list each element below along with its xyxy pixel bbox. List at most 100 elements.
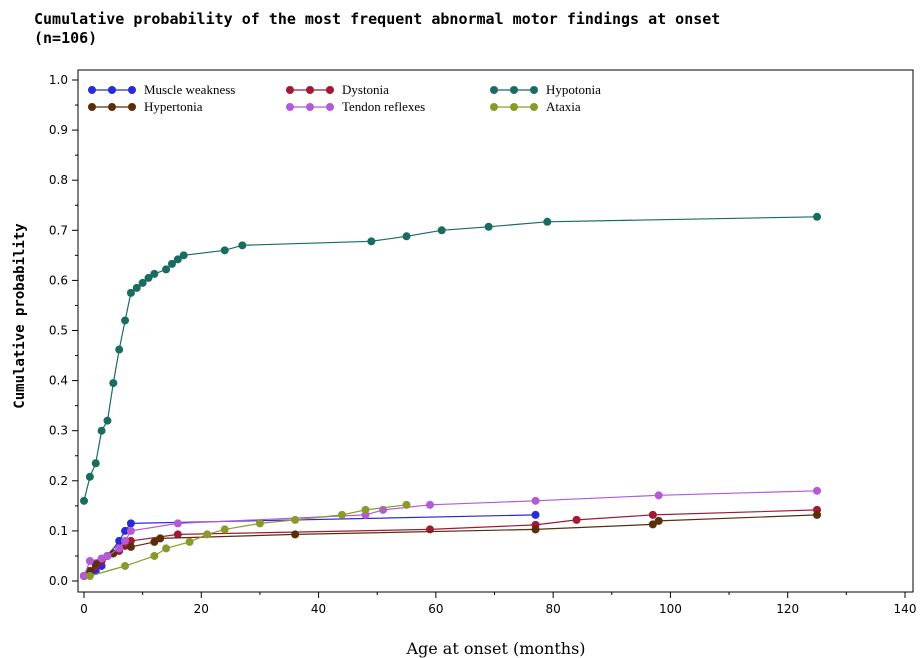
y-tick-label: 0.4 <box>49 374 68 388</box>
data-point <box>115 544 124 553</box>
legend-item: Ataxia <box>490 99 581 114</box>
data-point <box>531 496 540 505</box>
data-point <box>150 269 159 278</box>
plot-frame <box>77 69 914 593</box>
data-point <box>85 571 94 580</box>
y-tick-label: 0.5 <box>49 324 68 338</box>
data-point <box>162 265 171 274</box>
legend-marker <box>306 103 314 111</box>
y-tick-label: 0.8 <box>49 173 68 187</box>
data-point <box>167 259 176 268</box>
data-point <box>138 278 147 287</box>
y-tick-label: 0.1 <box>49 524 68 538</box>
x-axis: 0 20 40 60 80 100 120 140 <box>80 592 916 616</box>
data-point <box>402 232 411 241</box>
legend-item: Hypertonia <box>88 99 203 114</box>
legend-marker <box>490 86 498 94</box>
x-tick-label: 40 <box>311 602 326 616</box>
y-tick-label: 1.0 <box>49 73 68 87</box>
data-point <box>173 519 182 528</box>
series-hypotonia <box>80 212 822 505</box>
series-ataxia <box>85 500 411 580</box>
data-point <box>121 316 130 325</box>
data-point <box>484 222 493 231</box>
data-point <box>648 510 657 519</box>
data-point <box>126 288 135 297</box>
data-point <box>654 516 663 525</box>
y-axis-label: Cumulative probability <box>12 223 28 409</box>
legend-marker <box>530 103 538 111</box>
data-point <box>238 241 247 250</box>
legend-marker <box>128 103 136 111</box>
legend-label: Hypertonia <box>144 99 203 114</box>
data-point <box>80 496 88 505</box>
data-point <box>291 530 300 539</box>
y-tick-label: 0.9 <box>49 123 68 137</box>
data-point <box>121 561 130 570</box>
data-point <box>531 510 540 519</box>
data-point <box>425 500 434 509</box>
legend-marker <box>490 103 498 111</box>
legend-marker <box>306 86 314 94</box>
legend-label: Ataxia <box>546 99 581 114</box>
series-line <box>83 490 818 577</box>
series-line <box>83 514 818 577</box>
data-point <box>91 459 100 468</box>
data-point <box>156 534 165 543</box>
data-point <box>255 519 264 528</box>
data-point <box>150 537 159 546</box>
data-point <box>85 556 94 565</box>
legend-item: Dystonia <box>286 82 389 97</box>
legend-label: Hypotonia <box>546 82 601 97</box>
data-point <box>338 510 347 519</box>
legend-marker <box>108 103 116 111</box>
data-point <box>531 525 540 534</box>
data-point <box>402 500 411 509</box>
x-tick-label: 0 <box>80 602 88 616</box>
y-tick-label: 0.0 <box>49 574 68 588</box>
data-point <box>572 515 581 524</box>
series-line <box>83 514 536 577</box>
y-tick-label: 0.3 <box>49 424 68 438</box>
data-point <box>220 525 229 534</box>
x-tick-label: 140 <box>894 602 917 616</box>
data-point <box>126 542 135 551</box>
legend-marker <box>510 86 518 94</box>
chart-title: Cumulative probability of the most frequ… <box>34 10 721 47</box>
data-point <box>648 520 657 529</box>
data-point <box>437 226 446 235</box>
data-point <box>103 416 112 425</box>
x-tick-label: 60 <box>428 602 443 616</box>
data-point <box>813 486 822 495</box>
data-point <box>109 379 118 388</box>
data-point <box>80 571 88 580</box>
data-point <box>173 255 182 264</box>
legend-marker <box>108 86 116 94</box>
x-axis-label: Age at onset (months) <box>405 639 585 658</box>
y-tick-label: 0.7 <box>49 223 68 237</box>
series-muscle-weakness <box>80 510 540 580</box>
series-tendon-reflexes <box>80 486 822 580</box>
legend-marker <box>88 103 96 111</box>
data-point <box>126 519 135 528</box>
data-point <box>291 515 300 524</box>
data-point <box>85 472 94 481</box>
data-point <box>103 551 112 560</box>
legend-item: Muscle weakness <box>88 82 235 97</box>
data-point <box>813 212 822 221</box>
legend-label: Tendon reflexes <box>342 99 425 114</box>
series-line <box>83 216 818 501</box>
data-point <box>185 537 194 546</box>
data-point <box>361 505 370 514</box>
legend-marker <box>530 86 538 94</box>
x-tick-label: 20 <box>194 602 209 616</box>
legend-item: Hypotonia <box>490 82 601 97</box>
data-point <box>132 283 141 292</box>
data-point <box>121 536 130 545</box>
data-point <box>126 526 135 535</box>
data-point <box>179 251 188 260</box>
y-tick-label: 0.6 <box>49 273 68 287</box>
legend-marker <box>88 86 96 94</box>
data-point <box>115 536 124 545</box>
